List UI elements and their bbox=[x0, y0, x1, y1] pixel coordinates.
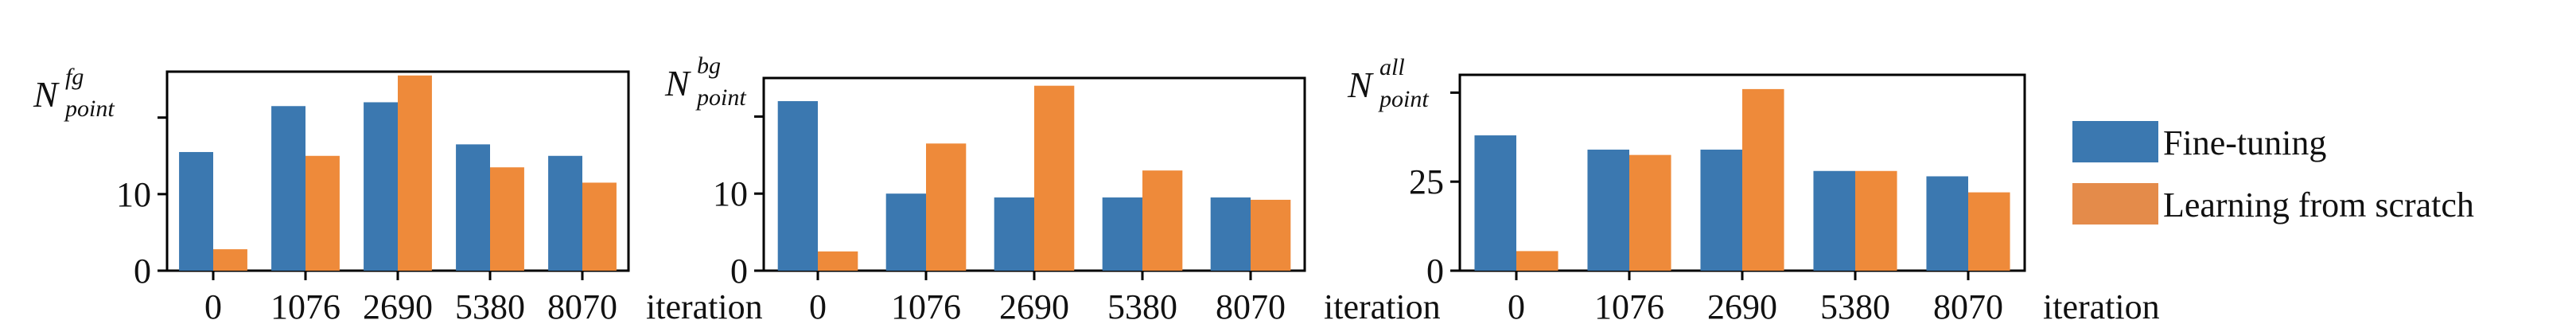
y-axis-title-sup: bg bbox=[697, 53, 721, 79]
bar-fine-tuning-1076 bbox=[271, 106, 305, 271]
bar-scratch-2690 bbox=[398, 75, 432, 271]
bar-scratch-1076 bbox=[1629, 154, 1671, 271]
y-tick-label: 10 bbox=[713, 174, 748, 213]
x-tick-label: 0 bbox=[809, 287, 827, 326]
y-axis-title-sup: all bbox=[1379, 54, 1405, 80]
y-axis-title-base: N bbox=[1347, 64, 1374, 105]
legend-swatch-scratch bbox=[2072, 183, 2158, 225]
bar-fine-tuning-2690 bbox=[1700, 149, 1742, 271]
bar-scratch-2690 bbox=[1742, 88, 1784, 271]
y-axis-title-sub: point bbox=[695, 84, 746, 111]
chart-panel-3: 0 25 0 1076 2690 5380 8070 iteration N all point bbox=[1347, 54, 2160, 326]
charts-group: 0 10 0 1076 2690 5380 8070 iteration N fg point 0 10… bbox=[33, 53, 2160, 326]
bar-fine-tuning-5380 bbox=[456, 144, 490, 271]
legend-label-scratch: Learning from scratch bbox=[2163, 185, 2474, 225]
x-tick-label: 5380 bbox=[1107, 287, 1177, 326]
x-tick-label: 2690 bbox=[999, 287, 1069, 326]
bar-fine-tuning-1076 bbox=[1587, 149, 1629, 271]
x-tick-label: 0 bbox=[1508, 287, 1525, 326]
bar-scratch-5380 bbox=[490, 167, 524, 271]
y-tick-label: 0 bbox=[730, 252, 748, 291]
y-tick-label: 10 bbox=[116, 175, 151, 214]
x-tick-label: 1076 bbox=[891, 287, 961, 326]
x-tick-label: 8070 bbox=[547, 287, 617, 326]
bar-scratch-2690 bbox=[1034, 85, 1075, 271]
x-tick-label: 2690 bbox=[1707, 287, 1777, 326]
bar-fine-tuning-2690 bbox=[364, 102, 398, 271]
legend-swatch-fine-tuning bbox=[2072, 121, 2158, 162]
bar-fine-tuning-1076 bbox=[885, 193, 926, 271]
bar-fine-tuning-5380 bbox=[1102, 197, 1142, 271]
bar-fine-tuning-0 bbox=[179, 151, 213, 271]
chart-panel-2: 0 10 0 1076 2690 5380 8070 iteration N bg point bbox=[664, 53, 1441, 326]
y-tick-label: 0 bbox=[1426, 252, 1444, 291]
y-axis-title-sup: fg bbox=[65, 64, 84, 90]
bar-scratch-0 bbox=[213, 249, 247, 271]
chart-panel-1: 0 10 0 1076 2690 5380 8070 iteration N fg point bbox=[33, 64, 763, 326]
x-tick-label: 8070 bbox=[1933, 287, 2003, 326]
bar-scratch-8070 bbox=[1968, 192, 2010, 271]
x-tick-label: 2690 bbox=[363, 287, 433, 326]
bar-fine-tuning-0 bbox=[1474, 135, 1516, 271]
bar-fine-tuning-5380 bbox=[1813, 170, 1855, 271]
x-axis-label: iteration bbox=[1324, 287, 1441, 326]
x-axis-label: iteration bbox=[2043, 287, 2160, 326]
bar-scratch-8070 bbox=[582, 182, 617, 271]
y-axis-title-base: N bbox=[33, 74, 60, 115]
y-axis-title-sub: point bbox=[1378, 86, 1429, 112]
bar-scratch-0 bbox=[1516, 251, 1558, 271]
legend-label-fine-tuning: Fine-tuning bbox=[2163, 123, 2326, 162]
y-axis-title-sub: point bbox=[64, 96, 115, 122]
y-tick-label: 25 bbox=[1409, 162, 1444, 201]
x-tick-label: 8070 bbox=[1216, 287, 1286, 326]
bar-fine-tuning-8070 bbox=[1210, 197, 1251, 271]
bar-scratch-8070 bbox=[1251, 199, 1291, 271]
bar-fine-tuning-2690 bbox=[994, 197, 1034, 271]
y-axis-title-base: N bbox=[664, 63, 691, 103]
x-tick-label: 1076 bbox=[1594, 287, 1664, 326]
bar-scratch-1076 bbox=[926, 143, 967, 271]
bar-scratch-1076 bbox=[305, 155, 340, 271]
bar-scratch-0 bbox=[818, 251, 858, 271]
x-tick-label: 0 bbox=[204, 287, 222, 326]
bar-fine-tuning-0 bbox=[777, 101, 818, 271]
x-axis-label: iteration bbox=[646, 287, 763, 326]
y-tick-label: 0 bbox=[134, 252, 151, 291]
legend: Fine-tuning Learning from scratch bbox=[2072, 121, 2474, 225]
bar-fine-tuning-8070 bbox=[548, 155, 582, 271]
bar-fine-tuning-8070 bbox=[1926, 176, 1968, 271]
x-tick-label: 5380 bbox=[1820, 287, 1890, 326]
bar-scratch-5380 bbox=[1855, 170, 1897, 271]
x-tick-label: 5380 bbox=[455, 287, 525, 326]
bar-scratch-5380 bbox=[1142, 170, 1183, 271]
x-tick-label: 1076 bbox=[270, 287, 340, 326]
